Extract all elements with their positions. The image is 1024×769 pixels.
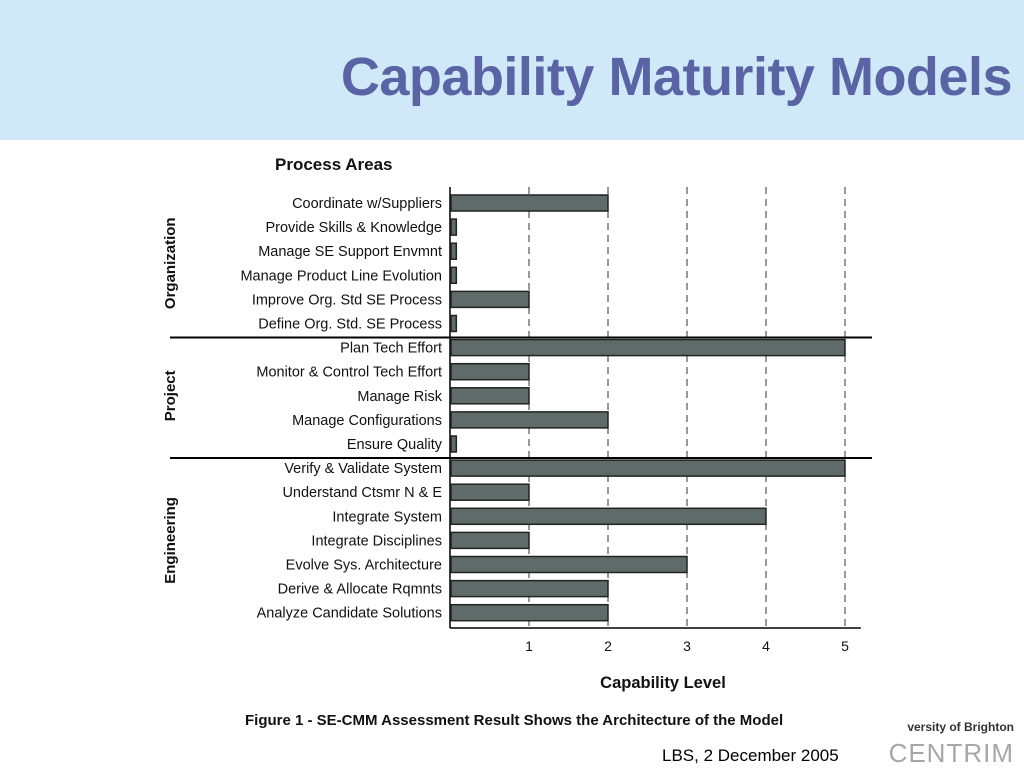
bar — [450, 314, 458, 333]
x-tick-label: 1 — [525, 638, 533, 654]
chart-title: Process Areas — [275, 155, 393, 174]
bar — [450, 411, 609, 429]
category-label: Provide Skills & Knowledge — [265, 220, 442, 236]
bar — [450, 459, 846, 477]
x-tick-label: 3 — [683, 638, 691, 654]
category-label: Understand Ctsmr N & E — [282, 485, 442, 501]
figure-caption: Figure 1 - SE-CMM Assessment Result Show… — [245, 712, 783, 729]
category-label: Ensure Quality — [347, 437, 443, 453]
capability-chart: Process Areas Coordinate w/Suppliers Provi… — [162, 155, 872, 729]
bar — [450, 362, 530, 381]
category-label: Define Org. Std. SE Process — [258, 317, 442, 333]
bar — [450, 579, 609, 598]
bar — [450, 435, 458, 453]
x-axis-label: Capability Level — [600, 674, 726, 692]
slide-title: Capability Maturity Models — [340, 47, 1013, 107]
footer-centrim-logo: CENTRIM — [888, 738, 1014, 768]
header-band: Capability Maturity Models — [0, 0, 1024, 140]
category-label: Integrate System — [332, 509, 442, 525]
category-label: Integrate Disciplines — [311, 533, 442, 549]
category-label: Derive & Allocate Rqmnts — [278, 582, 442, 598]
category-label: Coordinate w/Suppliers — [292, 196, 442, 212]
x-tick-label: 2 — [604, 638, 612, 654]
category-label: Plan Tech Effort — [340, 341, 442, 357]
group-label: Organization — [162, 217, 179, 309]
bar — [450, 242, 458, 260]
bar — [450, 507, 767, 526]
bar — [450, 603, 609, 622]
group-label: Project — [162, 370, 179, 421]
footer-university: versity of Brighton — [907, 720, 1014, 734]
category-label: Evolve Sys. Architecture — [286, 558, 442, 574]
x-tick-label: 5 — [841, 638, 849, 654]
category-label: Monitor & Control Tech Effort — [256, 365, 442, 381]
category-label: Improve Org. Std SE Process — [252, 292, 442, 308]
category-label: Manage Configurations — [292, 413, 442, 429]
footer-date: LBS, 2 December 2005 — [662, 746, 839, 765]
bar — [450, 290, 530, 309]
group-label: Engineering — [162, 497, 179, 584]
bar — [450, 555, 688, 574]
category-label: Manage SE Support Envmnt — [258, 244, 442, 260]
category-label: Verify & Validate System — [284, 461, 442, 477]
bar — [450, 194, 609, 212]
bar — [450, 338, 846, 357]
x-tick-label: 4 — [762, 638, 770, 654]
bar — [450, 483, 530, 501]
category-label: Manage Product Line Evolution — [240, 268, 442, 284]
bar — [450, 266, 458, 285]
bar — [450, 218, 458, 236]
bar — [450, 387, 530, 405]
bar — [450, 531, 530, 550]
category-label: Analyze Candidate Solutions — [257, 606, 442, 622]
chart-figure: Process Areas Coordinate w/Suppliers Provi… — [150, 145, 895, 735]
category-label: Manage Risk — [357, 389, 442, 405]
